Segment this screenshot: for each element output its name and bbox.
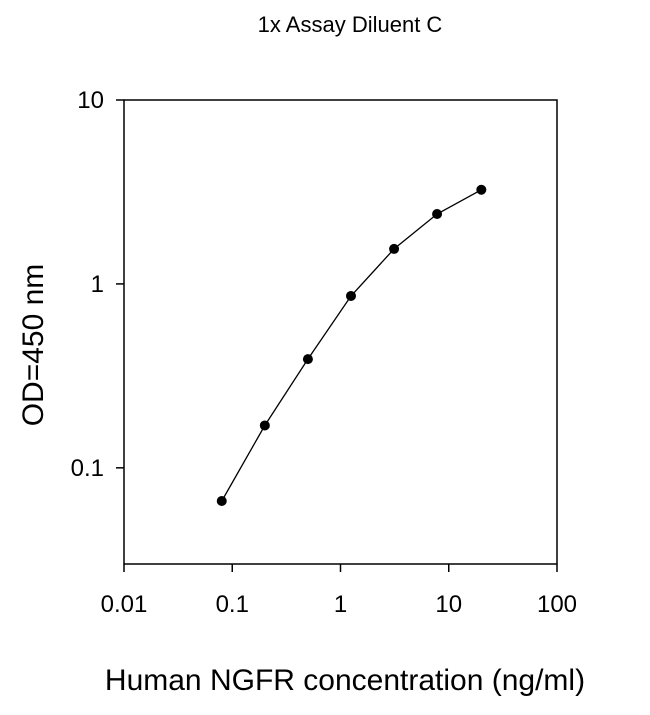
y-tick-label: 1 xyxy=(91,271,104,298)
data-point xyxy=(432,208,443,219)
x-tick-label: 1 xyxy=(334,591,347,618)
data-point xyxy=(476,184,487,195)
x-axis-label: Human NGFR concentration (ng/ml) xyxy=(104,664,586,697)
axis-tick-labels: 0.01 0.1 1 10 100 0.1 1 10 xyxy=(71,87,577,618)
data-point xyxy=(259,420,270,431)
data-point xyxy=(216,496,227,507)
data-point xyxy=(389,243,400,254)
chart-title: 1x Assay Diluent C xyxy=(257,12,443,37)
data-point xyxy=(302,354,313,365)
plot-frame xyxy=(123,99,558,565)
x-tick-label: 0.1 xyxy=(216,591,249,618)
y-tick-label: 0.1 xyxy=(71,455,104,482)
y-tick-label: 10 xyxy=(77,87,104,114)
data-point xyxy=(345,290,356,301)
x-tick-label: 0.01 xyxy=(101,591,148,618)
series-layer xyxy=(216,184,487,507)
x-tick-label: 100 xyxy=(537,591,577,618)
y-axis-label: OD=450 nm xyxy=(17,263,50,427)
axis-ticks xyxy=(116,99,558,572)
x-tick-label: 10 xyxy=(435,591,462,618)
series-line xyxy=(221,189,482,502)
